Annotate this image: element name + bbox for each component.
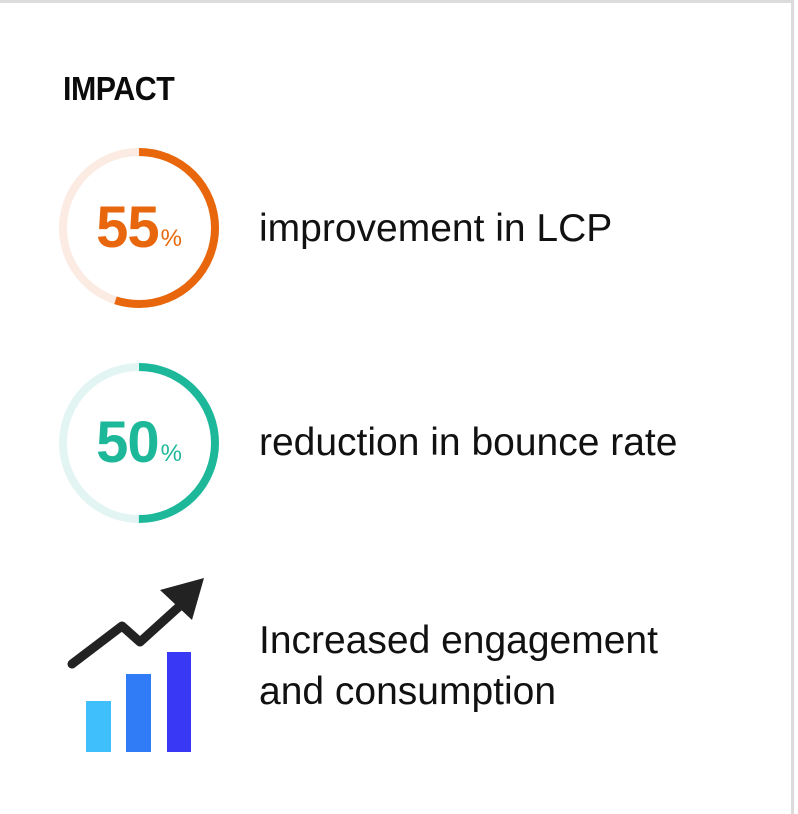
stat-label-engagement-line1: Increased engagement (259, 619, 658, 662)
section-title: IMPACT (63, 70, 175, 107)
stat-ring-bounce: 50 % (57, 361, 221, 525)
progress-ring-icon (59, 148, 219, 308)
stat-label-bounce: reduction in bounce rate (259, 421, 678, 464)
stat-unit: % (160, 440, 182, 467)
stat-unit: % (160, 225, 182, 252)
stat-value: 55 (96, 195, 160, 260)
growth-chart-icon (67, 578, 204, 752)
stat-ring-lcp: 55 % (57, 146, 221, 310)
stat-label-lcp: improvement in LCP (259, 207, 613, 250)
progress-ring-icon (59, 363, 219, 523)
stat-label-engagement-line2: and consumption (259, 670, 557, 713)
stat-value: 50 (96, 410, 160, 475)
